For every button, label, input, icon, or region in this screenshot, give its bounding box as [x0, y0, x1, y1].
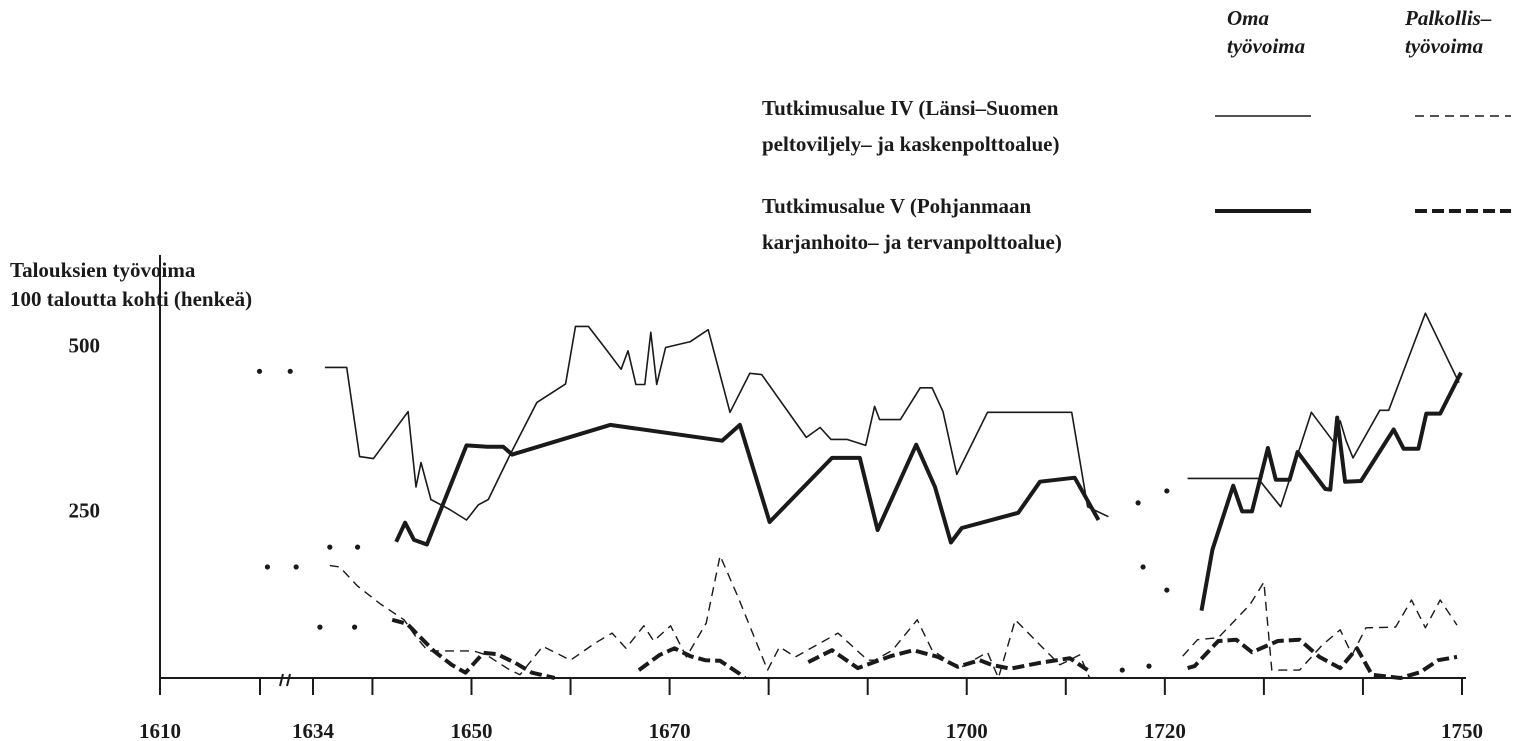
- x-tick-label: 1610: [139, 719, 181, 741]
- legend-column-header: Palkollis–: [1404, 6, 1492, 30]
- legend-row-label: karjanhoito– ja tervanpolttoalue): [762, 230, 1062, 254]
- y-tick-label: 250: [69, 499, 101, 523]
- dot: [1164, 587, 1170, 593]
- legend-column-header: työvoima: [1405, 34, 1483, 58]
- y-axis-title: 100 taloutta kohti (henkeä): [10, 287, 252, 311]
- dot: [327, 544, 333, 550]
- x-tick-label: 1750: [1441, 719, 1483, 741]
- line-series: [394, 371, 1463, 611]
- y-axis-title: Talouksien työvoima: [10, 258, 196, 282]
- line-series: [391, 617, 1458, 680]
- line-series: [329, 555, 1458, 679]
- dot: [1146, 663, 1152, 669]
- dot: [352, 624, 358, 630]
- x-tick-label: 1634: [292, 719, 335, 741]
- axis-break: [279, 673, 291, 687]
- dot: [354, 544, 361, 550]
- dot: [1164, 488, 1170, 494]
- dot: [264, 564, 271, 570]
- x-tick-label: 1650: [450, 719, 492, 741]
- dot: [293, 564, 299, 570]
- legend-row-label: peltoviljely– ja kaskenpolttoalue): [762, 132, 1060, 156]
- x-tick-label: 1700: [946, 719, 988, 741]
- dot: [1119, 667, 1125, 673]
- y-tick-label: 500: [69, 333, 101, 357]
- dot: [1140, 564, 1146, 570]
- legend-column-header: Oma: [1227, 6, 1269, 30]
- legend-row-label: Tutkimusalue V (Pohjanmaan: [762, 194, 1032, 218]
- dot: [287, 368, 293, 374]
- dot: [317, 624, 323, 630]
- x-tick-label: 1670: [649, 719, 691, 741]
- x-tick-label: 1720: [1144, 719, 1186, 741]
- dot: [1135, 500, 1141, 506]
- line-series: [324, 312, 1460, 521]
- legend-row-label: Tutkimusalue IV (Länsi–Suomen: [762, 96, 1059, 120]
- dot: [256, 368, 263, 374]
- legend-column-header: työvoima: [1227, 34, 1305, 58]
